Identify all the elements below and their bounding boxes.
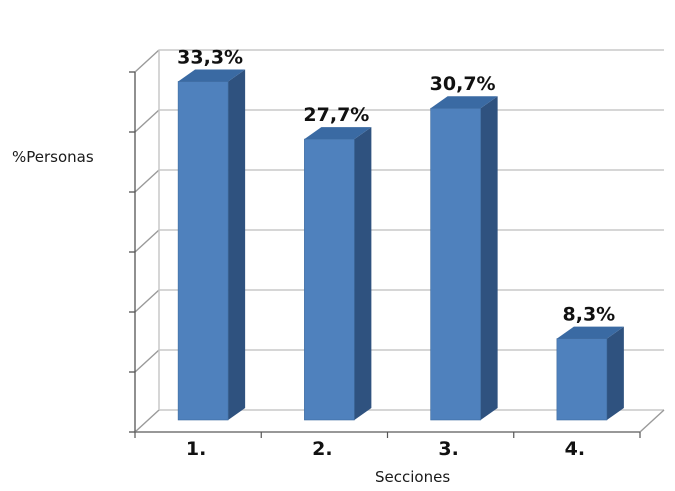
bar-front [177,81,229,421]
x-tick-label: 1. [186,438,206,460]
bar-side [228,69,246,420]
gridline-diagonal [134,229,160,253]
chart-bars [177,69,624,421]
bar-side [606,326,624,420]
gridline-diagonal [134,109,160,133]
bar-front [304,138,355,421]
gridline-diagonal [134,349,160,373]
bar-top [556,326,624,339]
bar-front [556,338,608,421]
bar-top [178,69,246,82]
data-label: 8,3% [563,304,616,326]
gridline-diagonal [134,409,160,433]
chart-x-ticks: 1. 2. 3. 4. [134,432,641,460]
x-axis-label: Secciones [375,468,451,486]
gridline-diagonal [134,49,160,73]
data-label: 30,7% [430,73,496,95]
bar-top [430,96,498,109]
gridline-diagonal [134,169,160,193]
bar-3 [430,96,498,421]
bar-top [304,127,372,140]
data-label: 33,3% [177,46,243,68]
bar-1 [177,69,246,421]
chart-data-labels: 33,3% 27,7% 30,7% 8,3% [177,46,615,325]
bar-4 [556,326,624,421]
bar-side [354,127,372,420]
bar-side [480,96,498,420]
x-tick-label: 3. [438,438,458,460]
data-label: 27,7% [303,104,369,126]
bar-front [430,107,481,421]
floor-edge [639,409,665,433]
x-tick-label: 2. [312,438,332,460]
y-axis-label: %Personas [12,148,94,166]
x-tick-label: 4. [565,438,585,460]
bar-2 [304,127,372,421]
gridline-diagonal [134,289,160,313]
